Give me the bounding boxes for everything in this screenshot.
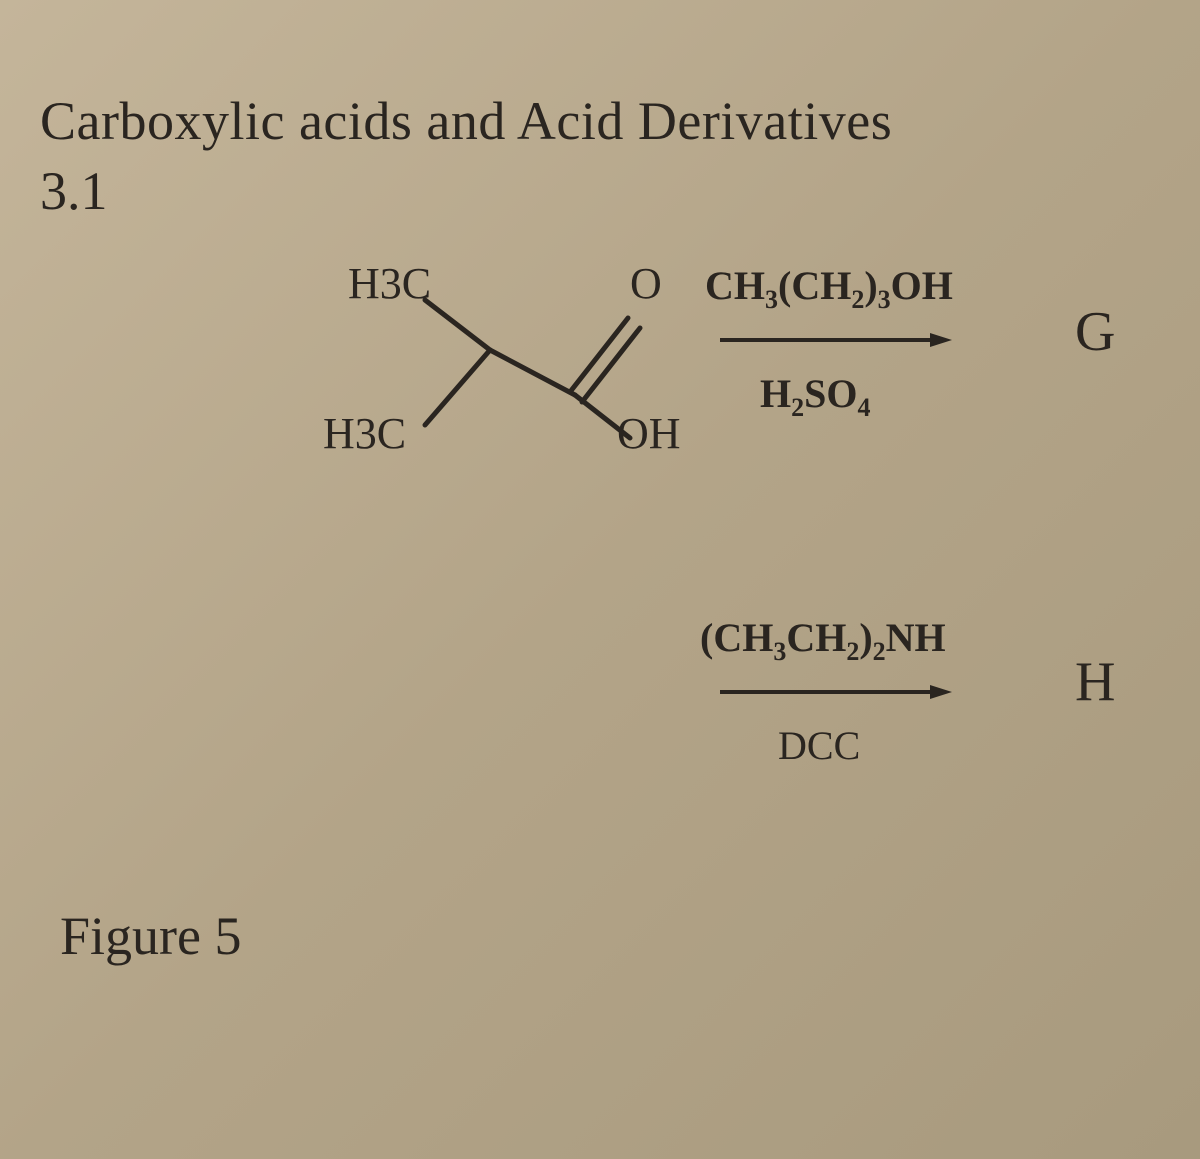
page-title: Carboxylic acids and Acid Derivatives bbox=[40, 90, 892, 152]
reagent-2-bottom: DCC bbox=[778, 722, 860, 769]
atom-label-ch3-bottom: H3C bbox=[323, 408, 406, 459]
product-label-h: H bbox=[1075, 650, 1115, 714]
figure-caption: Figure 5 bbox=[60, 905, 242, 967]
reagent-2-top: (CH3CH2)2NH bbox=[700, 614, 946, 667]
atom-label-carbonyl-o: O bbox=[630, 258, 662, 309]
page: Carboxylic acids and Acid Derivatives 3.… bbox=[0, 0, 1200, 1159]
reagent-1-top: CH3(CH2)3OH bbox=[705, 262, 953, 315]
reaction-arrow-1 bbox=[720, 330, 955, 355]
atom-label-ch3-top: H3C bbox=[348, 258, 431, 309]
product-label-g: G bbox=[1075, 300, 1115, 364]
atom-label-hydroxyl: OH bbox=[617, 408, 681, 459]
reagent-1-bottom: H2SO4 bbox=[760, 370, 870, 423]
reaction-arrow-2 bbox=[720, 682, 955, 707]
section-number: 3.1 bbox=[40, 160, 108, 222]
